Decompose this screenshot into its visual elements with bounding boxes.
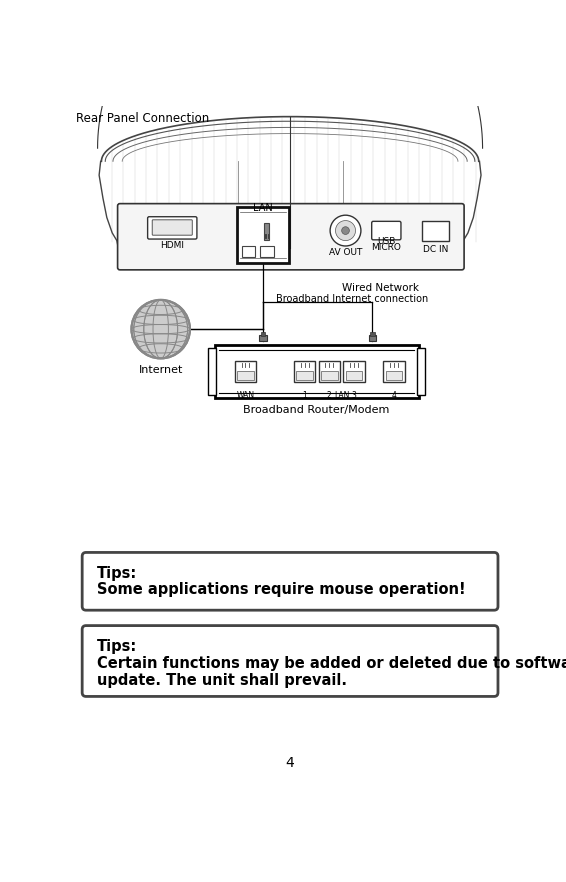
Text: LAN: LAN [334,391,349,400]
Text: 2: 2 [327,391,332,400]
Bar [261,333,265,336]
Bar [296,370,313,380]
Text: USB: USB [377,237,396,246]
Bar [237,370,254,380]
Bar [260,246,274,257]
Text: Rear Panel Connection: Rear Panel Connection [76,112,209,125]
FancyBboxPatch shape [118,204,464,270]
Circle shape [131,300,190,358]
Circle shape [336,220,355,241]
Text: update. The unit shall prevail.: update. The unit shall prevail. [97,673,347,688]
Text: 1: 1 [302,391,307,400]
Text: Tips:: Tips: [97,566,137,581]
FancyBboxPatch shape [148,217,197,239]
Text: LAN: LAN [253,203,273,213]
Bar [215,345,419,399]
Bar [294,361,315,382]
FancyBboxPatch shape [82,625,498,697]
Bar [383,361,405,382]
Bar [417,348,425,395]
Text: 3: 3 [351,391,357,400]
FancyBboxPatch shape [372,221,401,240]
Text: Wired Network: Wired Network [342,283,419,293]
Bar [208,348,216,395]
Text: MICRO: MICRO [371,243,401,252]
Bar [422,221,449,242]
Circle shape [342,227,349,235]
Text: WAN: WAN [237,391,255,400]
Text: Tips:: Tips: [97,639,137,654]
Text: Broadband Internet connection: Broadband Internet connection [276,295,428,304]
Text: AV OUT: AV OUT [329,248,362,257]
Text: Internet: Internet [139,364,183,375]
Text: Some applications require mouse operation!: Some applications require mouse operatio… [97,582,465,597]
Bar [385,370,402,380]
Text: 4: 4 [286,756,294,770]
Bar [345,370,362,380]
Bar [264,223,268,240]
FancyBboxPatch shape [152,220,192,235]
Bar [242,246,255,257]
Bar [319,361,340,382]
FancyBboxPatch shape [82,552,498,610]
Bar [321,370,338,380]
Bar [259,334,267,340]
Bar [368,334,376,340]
Bar [370,333,375,336]
Bar [235,361,256,382]
Circle shape [330,215,361,246]
Text: Certain functions may be added or deleted due to software: Certain functions may be added or delete… [97,656,566,671]
Bar [343,361,365,382]
Text: 4: 4 [392,391,396,400]
Text: HDMI: HDMI [160,242,185,250]
Text: DC IN: DC IN [423,244,448,253]
Bar [237,207,289,263]
Text: Broadband Router/Modem: Broadband Router/Modem [243,405,390,415]
